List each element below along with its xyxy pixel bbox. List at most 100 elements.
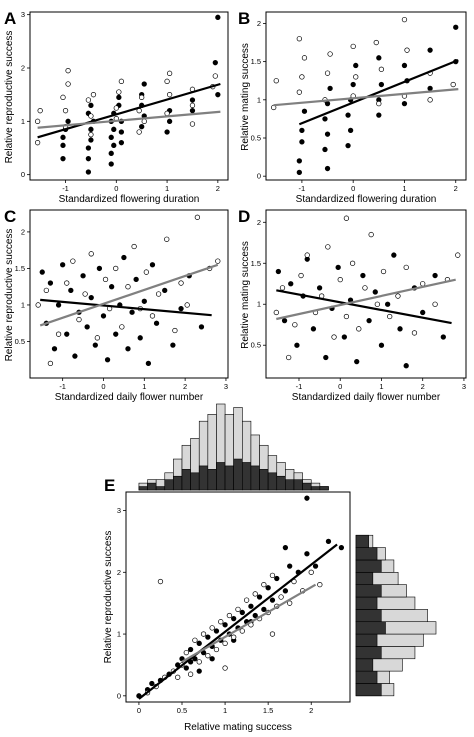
- x-tick-label-d: -1: [296, 382, 303, 391]
- data-point-open: [298, 272, 304, 279]
- data-point-filled: [261, 606, 267, 613]
- data-point-filled: [288, 281, 294, 287]
- data-point-filled: [141, 298, 147, 304]
- data-point-filled: [323, 354, 329, 361]
- y-tick-label-c: 2: [21, 227, 25, 236]
- data-point-open: [90, 92, 97, 98]
- data-point-filled: [139, 124, 145, 130]
- panel-a: A Standardized flowering duration Relati…: [4, 9, 229, 205]
- x-tick-label-b: 1: [402, 184, 406, 193]
- data-point-open: [279, 285, 286, 291]
- data-point-open: [60, 94, 66, 100]
- data-point-filled: [391, 252, 397, 258]
- data-point-open: [273, 78, 279, 84]
- hist-top-bar-dark: [198, 465, 209, 491]
- data-point-filled: [118, 140, 125, 146]
- data-point-open: [380, 268, 387, 275]
- data-point-open: [343, 215, 350, 221]
- data-point-filled: [166, 118, 173, 124]
- data-point-filled: [84, 324, 90, 330]
- y-tick-label-b: 1: [257, 95, 261, 104]
- x-tick-label-c: 2: [183, 382, 187, 391]
- y-tick-label-c: 0.5: [15, 337, 25, 346]
- data-point-filled: [252, 612, 258, 619]
- x-tick-label-a: 0: [114, 184, 118, 193]
- plot-frame-a: [29, 11, 229, 181]
- data-point-filled: [345, 112, 351, 118]
- x-axis-label-a: Standardized flowering duration: [59, 194, 200, 205]
- data-point-filled: [354, 358, 360, 365]
- data-point-filled: [324, 131, 331, 137]
- data-point-filled: [129, 309, 135, 315]
- data-point-filled: [215, 92, 221, 98]
- data-point-open: [401, 16, 408, 23]
- data-point-filled: [248, 603, 254, 609]
- x-tick-label-c: 3: [224, 382, 228, 391]
- data-point-open: [34, 140, 41, 146]
- hist-right-bar-dark: [355, 534, 369, 548]
- data-point-open: [222, 665, 228, 671]
- y-tick-label-b: 0: [257, 172, 261, 181]
- hist-top-bar-dark: [242, 462, 252, 491]
- data-point-open: [166, 70, 173, 76]
- x-tick-label-e: 0: [137, 706, 141, 715]
- data-point-open: [205, 653, 211, 659]
- data-point-open: [70, 258, 76, 264]
- data-point-filled: [294, 342, 300, 348]
- data-point-filled: [47, 280, 54, 286]
- data-point-open: [368, 231, 374, 238]
- data-point-filled: [453, 24, 459, 30]
- data-point-filled: [133, 276, 139, 283]
- data-point-open: [252, 591, 258, 597]
- data-point-open: [455, 252, 461, 258]
- data-point-open: [187, 671, 194, 677]
- data-point-filled: [345, 142, 351, 149]
- data-point-open: [450, 81, 456, 88]
- data-point-open: [200, 631, 207, 637]
- data-point-open: [269, 572, 276, 579]
- data-point-filled: [327, 85, 333, 92]
- data-point-open: [183, 649, 189, 656]
- data-point-filled: [125, 346, 131, 352]
- data-point-open: [331, 334, 337, 340]
- data-point-open: [164, 110, 170, 116]
- data-point-filled: [116, 94, 122, 100]
- data-point-open: [164, 236, 170, 242]
- data-point-filled: [322, 146, 328, 153]
- data-point-filled: [108, 284, 115, 290]
- y-tick-label-e: 3: [117, 506, 121, 515]
- regression-line-grey: [276, 278, 456, 321]
- data-point-filled: [80, 273, 86, 279]
- data-point-filled: [162, 287, 168, 293]
- data-point-open: [395, 293, 401, 299]
- hist-top-bar-dark: [250, 465, 260, 491]
- y-tick-label-d: 0.5: [251, 341, 261, 350]
- data-point-filled: [39, 269, 45, 275]
- data-point-open: [141, 118, 147, 124]
- data-point-open: [387, 313, 393, 320]
- data-point-open: [349, 260, 356, 266]
- data-point-filled: [209, 656, 215, 662]
- hist-top-bar-dark: [190, 472, 200, 491]
- data-point-open: [196, 659, 202, 665]
- plot-frame-b: [265, 11, 467, 181]
- data-point-filled: [113, 331, 119, 337]
- data-point-filled: [301, 108, 308, 114]
- regression-line-grey: [39, 263, 219, 327]
- data-point-filled: [282, 588, 289, 594]
- data-point-filled: [68, 287, 74, 293]
- data-point-filled: [256, 594, 263, 600]
- data-point-open: [403, 264, 409, 271]
- data-point-open: [243, 597, 250, 603]
- data-point-filled: [100, 313, 107, 319]
- data-point-filled: [360, 272, 366, 279]
- y-tick-label-c: 1: [21, 300, 25, 309]
- data-point-open: [324, 70, 331, 76]
- data-point-open: [235, 606, 241, 613]
- data-point-filled: [121, 254, 127, 261]
- data-point-filled: [55, 302, 62, 308]
- data-point-open: [37, 108, 43, 114]
- data-point-open: [131, 243, 137, 250]
- data-point-open: [353, 74, 359, 80]
- x-tick-label-d: 1: [379, 382, 383, 391]
